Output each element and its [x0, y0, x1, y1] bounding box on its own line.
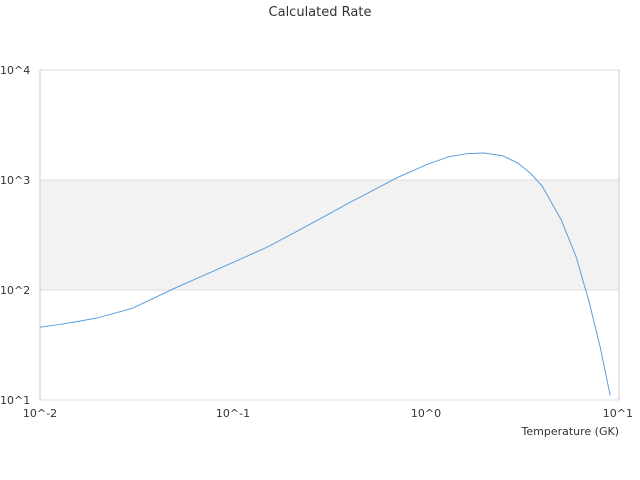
- x-tick-label: 10^-2: [23, 407, 57, 420]
- plot-background: [40, 180, 619, 290]
- series-group: [39, 152, 611, 396]
- y-tick-label: 10^3: [0, 174, 30, 187]
- y-tick-labels: 10^1 10^2 10^3 10^4: [0, 64, 30, 407]
- x-tick-label: 10^1: [603, 407, 633, 420]
- grid-lines: [39, 69, 620, 401]
- plot-band: [40, 180, 619, 290]
- x-tick-label: 10^0: [411, 407, 441, 420]
- x-axis-label: Temperature (GK): [521, 425, 620, 438]
- y-tick-label: 10^1: [0, 394, 30, 407]
- y-tick-label: 10^4: [0, 64, 30, 77]
- x-tick-label: 10^-1: [216, 407, 250, 420]
- y-tick-label: 10^2: [0, 284, 30, 297]
- series-line: [39, 152, 611, 396]
- x-tick-labels: 10^-2 10^-1 10^0 10^1: [23, 407, 633, 420]
- chart-title: Calculated Rate: [269, 5, 372, 20]
